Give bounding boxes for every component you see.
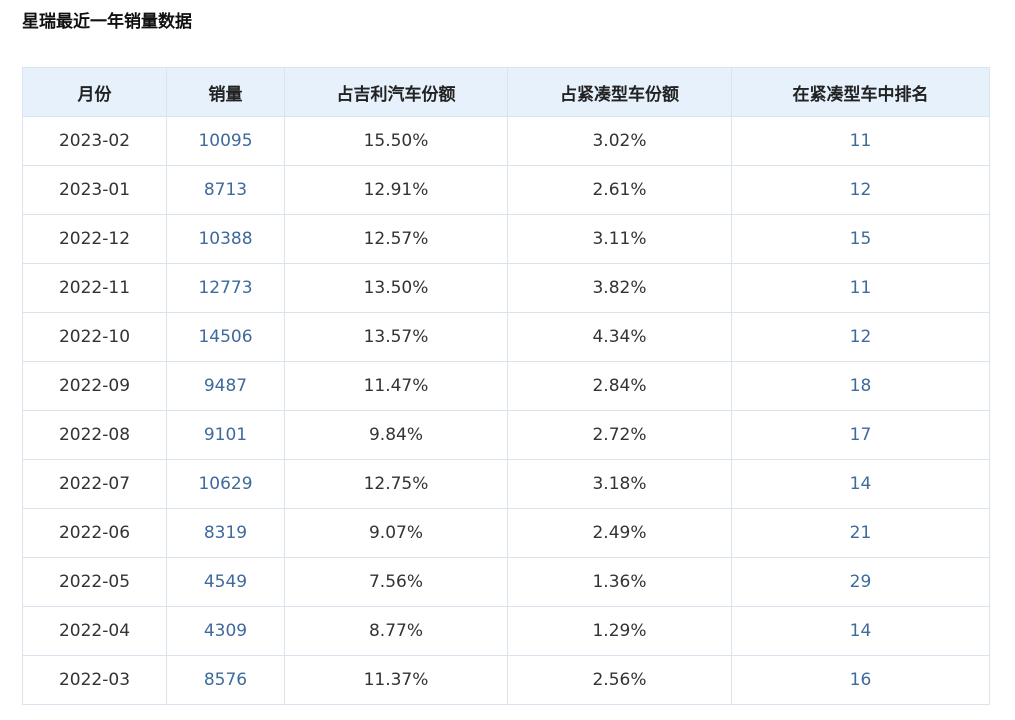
cell-month: 2022-06 [22, 508, 167, 558]
cell-month: 2022-05 [22, 557, 167, 607]
cell-geely-share: 15.50% [284, 116, 508, 166]
sales-table: 月份 销量 占吉利汽车份额 占紧凑型车份额 在紧凑型车中排名 2023-02 10… [22, 67, 990, 705]
cell-compact-rank[interactable]: 18 [731, 361, 990, 411]
header-sales: 销量 [166, 67, 285, 117]
cell-compact-share: 2.84% [507, 361, 732, 411]
cell-geely-share: 13.50% [284, 263, 508, 313]
cell-month: 2022-07 [22, 459, 167, 509]
cell-compact-rank[interactable]: 16 [731, 655, 990, 705]
table-body: 2023-02 10095 15.50% 3.02% 11 2023-01 8713 12.9… [22, 116, 990, 705]
cell-compact-share: 1.36% [507, 557, 732, 607]
cell-month: 2022-09 [22, 361, 167, 411]
header-compact-rank: 在紧凑型车中排名 [731, 67, 990, 117]
cell-compact-share: 3.02% [507, 116, 732, 166]
cell-month: 2023-02 [22, 116, 167, 166]
cell-sales[interactable]: 12773 [166, 263, 285, 313]
cell-compact-rank[interactable]: 15 [731, 214, 990, 264]
table-row: 2022-08 9101 9.84% 2.72% 17 [22, 410, 990, 460]
table-row: 2022-03 8576 11.37% 2.56% 16 [22, 655, 990, 705]
table-row: 2022-07 10629 12.75% 3.18% 14 [22, 459, 990, 509]
cell-sales[interactable]: 10095 [166, 116, 285, 166]
table-row: 2022-06 8319 9.07% 2.49% 21 [22, 508, 990, 558]
cell-geely-share: 11.47% [284, 361, 508, 411]
cell-compact-share: 2.72% [507, 410, 732, 460]
cell-compact-rank[interactable]: 14 [731, 606, 990, 656]
cell-geely-share: 12.57% [284, 214, 508, 264]
cell-sales[interactable]: 9487 [166, 361, 285, 411]
cell-sales[interactable]: 4549 [166, 557, 285, 607]
cell-month: 2023-01 [22, 165, 167, 215]
cell-compact-share: 2.49% [507, 508, 732, 558]
table-row: 2022-12 10388 12.57% 3.11% 15 [22, 214, 990, 264]
cell-month: 2022-04 [22, 606, 167, 656]
table-header: 月份 销量 占吉利汽车份额 占紧凑型车份额 在紧凑型车中排名 [22, 67, 990, 117]
cell-geely-share: 9.07% [284, 508, 508, 558]
cell-sales[interactable]: 10629 [166, 459, 285, 509]
cell-month: 2022-11 [22, 263, 167, 313]
cell-compact-rank[interactable]: 21 [731, 508, 990, 558]
cell-compact-rank[interactable]: 17 [731, 410, 990, 460]
cell-compact-share: 3.82% [507, 263, 732, 313]
table-row: 2023-01 8713 12.91% 2.61% 12 [22, 165, 990, 215]
cell-month: 2022-08 [22, 410, 167, 460]
table-row: 2022-10 14506 13.57% 4.34% 12 [22, 312, 990, 362]
cell-geely-share: 12.75% [284, 459, 508, 509]
cell-geely-share: 13.57% [284, 312, 508, 362]
table-row: 2023-02 10095 15.50% 3.02% 11 [22, 116, 990, 166]
cell-sales[interactable]: 9101 [166, 410, 285, 460]
cell-compact-share: 2.56% [507, 655, 732, 705]
header-row: 月份 销量 占吉利汽车份额 占紧凑型车份额 在紧凑型车中排名 [22, 67, 990, 117]
header-geely-share: 占吉利汽车份额 [284, 67, 508, 117]
table-row: 2022-05 4549 7.56% 1.36% 29 [22, 557, 990, 607]
header-month: 月份 [22, 67, 167, 117]
table-row: 2022-09 9487 11.47% 2.84% 18 [22, 361, 990, 411]
cell-sales[interactable]: 4309 [166, 606, 285, 656]
cell-compact-rank[interactable]: 12 [731, 312, 990, 362]
cell-geely-share: 12.91% [284, 165, 508, 215]
cell-compact-rank[interactable]: 12 [731, 165, 990, 215]
cell-compact-share: 3.18% [507, 459, 732, 509]
cell-sales[interactable]: 8319 [166, 508, 285, 558]
cell-month: 2022-10 [22, 312, 167, 362]
cell-sales[interactable]: 10388 [166, 214, 285, 264]
table-row: 2022-04 4309 8.77% 1.29% 14 [22, 606, 990, 656]
cell-compact-share: 1.29% [507, 606, 732, 656]
cell-compact-share: 4.34% [507, 312, 732, 362]
page-title: 星瑞最近一年销量数据 [22, 12, 192, 32]
cell-compact-share: 3.11% [507, 214, 732, 264]
cell-geely-share: 8.77% [284, 606, 508, 656]
cell-geely-share: 9.84% [284, 410, 508, 460]
cell-month: 2022-03 [22, 655, 167, 705]
table-row: 2022-11 12773 13.50% 3.82% 11 [22, 263, 990, 313]
cell-geely-share: 7.56% [284, 557, 508, 607]
cell-compact-rank[interactable]: 14 [731, 459, 990, 509]
cell-geely-share: 11.37% [284, 655, 508, 705]
cell-compact-share: 2.61% [507, 165, 732, 215]
cell-sales[interactable]: 8576 [166, 655, 285, 705]
cell-sales[interactable]: 14506 [166, 312, 285, 362]
cell-month: 2022-12 [22, 214, 167, 264]
cell-compact-rank[interactable]: 11 [731, 263, 990, 313]
cell-compact-rank[interactable]: 29 [731, 557, 990, 607]
cell-sales[interactable]: 8713 [166, 165, 285, 215]
header-compact-share: 占紧凑型车份额 [507, 67, 732, 117]
cell-compact-rank[interactable]: 11 [731, 116, 990, 166]
